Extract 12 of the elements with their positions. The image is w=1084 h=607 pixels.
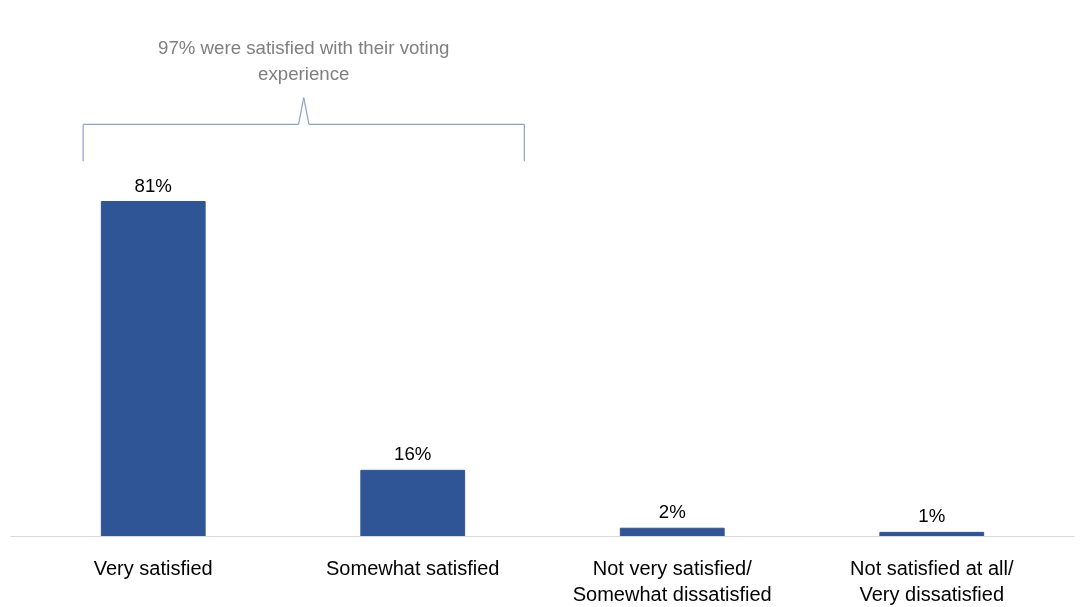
x-tick-label: Not very satisfied/ Somewhat dissatisfied <box>572 556 772 605</box>
x-tick-label: Not satisfied at all/ Very dissatisfied <box>850 556 1014 605</box>
bar <box>100 201 206 537</box>
data-label: 16% <box>394 443 432 465</box>
data-label: 2% <box>658 501 686 523</box>
data-label: 81% <box>134 174 172 196</box>
bar <box>619 527 725 537</box>
data-label: 1% <box>918 505 946 527</box>
bar <box>360 469 466 537</box>
x-tick-label: Somewhat satisfied <box>326 556 500 579</box>
x-tick-label: Very satisfied <box>93 556 213 579</box>
text: 97% were satisfied with their voting experience <box>158 37 450 84</box>
